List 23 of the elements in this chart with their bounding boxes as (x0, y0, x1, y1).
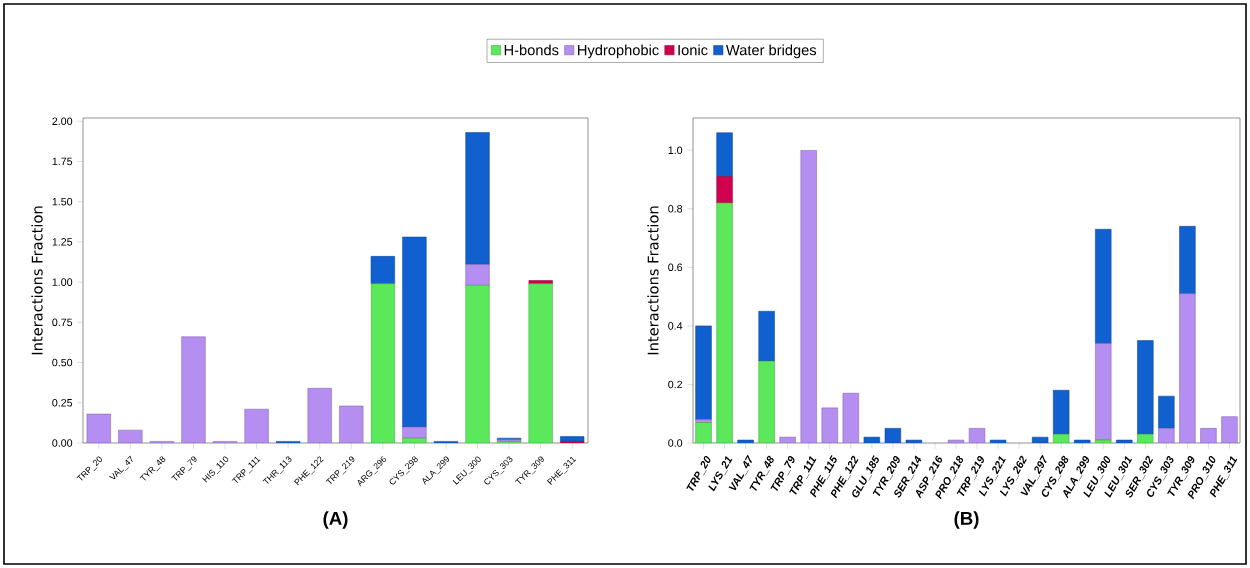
legend-label: H-bonds (504, 44, 559, 56)
y-axis-title: Interactions Fraction (31, 206, 43, 355)
y-tick-label: 0.50 (52, 358, 73, 367)
y-tick-label: 1.75 (52, 157, 73, 166)
y-axis-title: Interactions Fraction (647, 206, 659, 355)
text: (B) (954, 511, 979, 529)
y-tick-label: 0.8 (668, 204, 683, 213)
y-tick-label: 0.6 (668, 263, 683, 272)
legend-label: Water bridges (725, 44, 817, 59)
legend-label: Hydrophobic (578, 44, 659, 59)
y-tick-label: 0.2 (668, 380, 683, 389)
y-tick-label: 1.0 (668, 146, 683, 154)
y-tick-label: 0.4 (668, 322, 683, 330)
y-tick-label: 1.25 (52, 238, 73, 246)
legend-label: Ionic (678, 44, 708, 56)
y-tick-label: 0.00 (52, 439, 73, 447)
y-tick-label: 0.75 (52, 318, 73, 327)
y-tick-label: 0.0 (668, 439, 683, 447)
y-tick-label: 0.25 (52, 399, 73, 407)
y-tick-label: 2.00 (52, 117, 73, 125)
y-tick-label: 1.50 (52, 197, 73, 206)
y-tick-label: 1.00 (52, 278, 73, 286)
text: (A) (323, 511, 348, 529)
